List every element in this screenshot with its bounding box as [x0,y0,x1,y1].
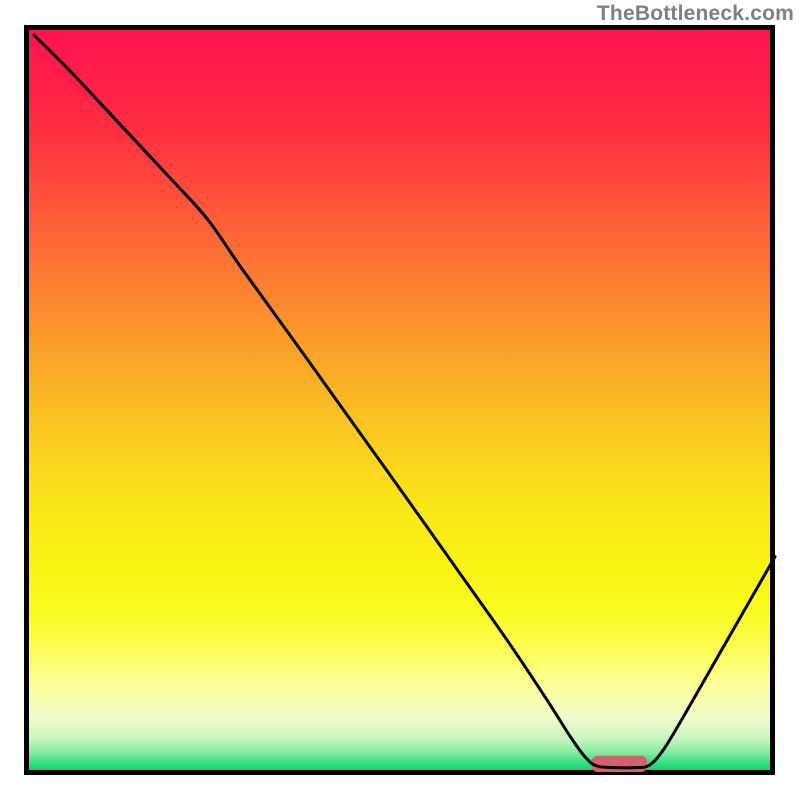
flat-marker [592,756,648,772]
plot-area [24,25,775,775]
curve-layer [34,35,775,775]
bottleneck-curve [34,35,775,768]
chart-frame: TheBottleneck.com [0,0,800,800]
watermark-text: TheBottleneck.com [597,2,794,26]
